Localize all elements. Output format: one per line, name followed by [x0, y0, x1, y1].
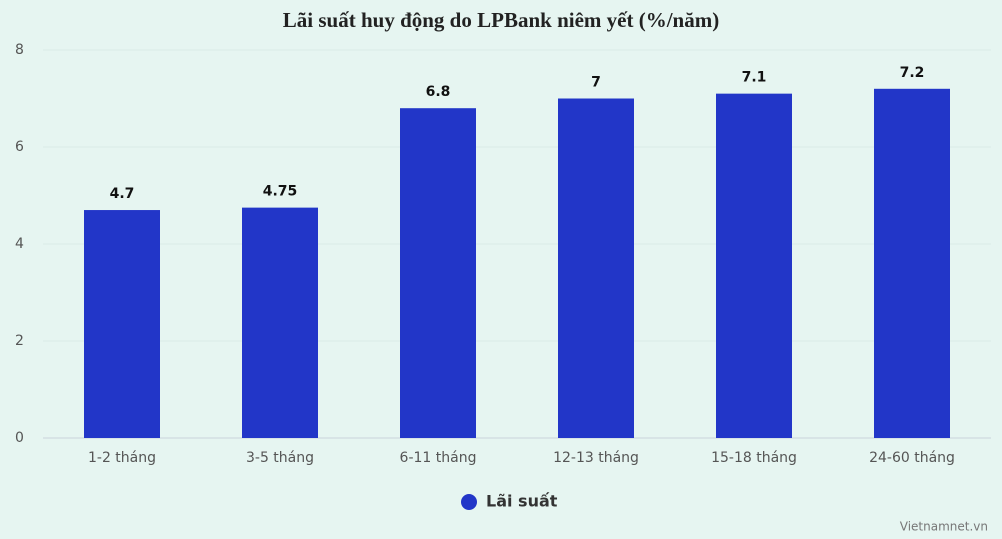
y-tick-label: 6: [15, 139, 24, 155]
y-tick-label: 4: [15, 236, 24, 252]
bar: [558, 98, 634, 438]
x-tick-label: 3-5 tháng: [246, 450, 314, 466]
x-tick-label: 15-18 tháng: [711, 450, 797, 466]
y-tick-label: 0: [15, 430, 24, 446]
bar: [400, 108, 476, 438]
y-tick-label: 2: [15, 333, 24, 349]
value-label: 4.75: [263, 184, 298, 200]
value-label: 7: [591, 75, 601, 91]
x-tick-label: 6-11 tháng: [400, 450, 477, 466]
bar: [716, 93, 792, 439]
value-label: 6.8: [426, 84, 451, 100]
bar: [84, 210, 160, 438]
x-tick-label: 24-60 tháng: [869, 450, 955, 466]
chart-title: Lãi suất huy động do LPBank niêm yết (%/…: [283, 8, 719, 32]
x-tick-label: 12-13 tháng: [553, 450, 639, 466]
value-label: 4.7: [110, 186, 135, 202]
bar: [874, 88, 950, 439]
legend-label: Lãi suất: [486, 492, 558, 511]
source: Vietnamnet.vn: [900, 520, 988, 534]
value-label: 7.2: [900, 65, 925, 81]
x-tick-label: 1-2 tháng: [88, 450, 156, 466]
y-tick-label: 8: [15, 42, 24, 58]
bar: [242, 207, 318, 438]
value-label: 7.1: [742, 70, 767, 86]
legend-marker: [461, 494, 477, 510]
